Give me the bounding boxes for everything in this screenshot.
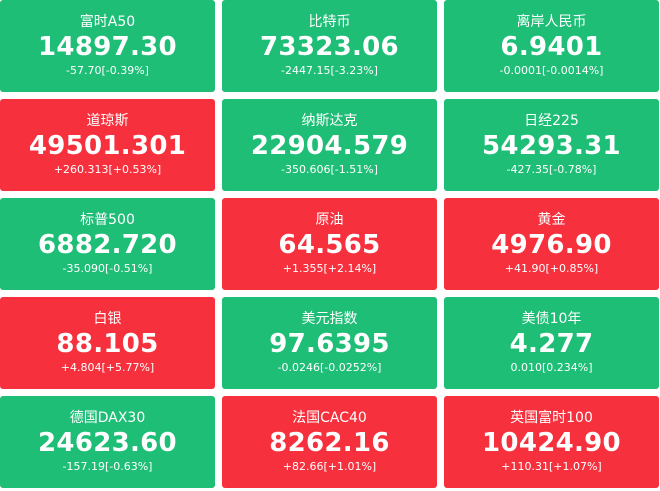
quote-change: -350.606[-1.51%] bbox=[281, 163, 378, 176]
quote-name: 原油 bbox=[315, 212, 344, 228]
quote-name: 美元指数 bbox=[301, 311, 358, 327]
quote-name: 美债10年 bbox=[521, 311, 582, 327]
quote-change: +260.313[+0.53%] bbox=[53, 163, 162, 176]
quote-change: +41.90[+0.85%] bbox=[504, 262, 599, 275]
quote-tile[interactable]: 原油 64.565 +1.355[+2.14%] bbox=[222, 198, 437, 290]
quote-name: 日经225 bbox=[524, 113, 579, 129]
quote-change: -0.0246[-0.0252%] bbox=[277, 361, 382, 374]
quote-value: 64.565 bbox=[278, 230, 381, 260]
quote-value: 22904.579 bbox=[250, 131, 409, 161]
quote-name: 纳斯达克 bbox=[301, 113, 358, 129]
quote-change: -427.35[-0.78%] bbox=[506, 163, 597, 176]
quote-value: 73323.06 bbox=[260, 32, 399, 62]
quote-value: 24623.60 bbox=[38, 428, 177, 458]
quote-name: 道琼斯 bbox=[86, 113, 129, 129]
quote-name: 黄金 bbox=[537, 212, 566, 228]
quote-tile[interactable]: 黄金 4976.90 +41.90[+0.85%] bbox=[444, 198, 659, 290]
quote-tile[interactable]: 富时A50 14897.30 -57.70[-0.39%] bbox=[0, 0, 215, 92]
quote-tile[interactable]: 美债10年 4.277 0.010[0.234%] bbox=[444, 297, 659, 389]
quote-change: -57.70[-0.39%] bbox=[66, 64, 149, 77]
quote-value: 88.105 bbox=[56, 329, 159, 359]
quote-tile[interactable]: 道琼斯 49501.301 +260.313[+0.53%] bbox=[0, 99, 215, 191]
quote-tile[interactable]: 比特币 73323.06 -2447.15[-3.23%] bbox=[222, 0, 437, 92]
quote-tile[interactable]: 标普500 6882.720 -35.090[-0.51%] bbox=[0, 198, 215, 290]
quote-change: -2447.15[-3.23%] bbox=[281, 64, 378, 77]
quote-name: 法国CAC40 bbox=[292, 410, 367, 426]
quote-tile[interactable]: 美元指数 97.6395 -0.0246[-0.0252%] bbox=[222, 297, 437, 389]
quote-change: +1.355[+2.14%] bbox=[282, 262, 377, 275]
quote-tile[interactable]: 白银 88.105 +4.804[+5.77%] bbox=[0, 297, 215, 389]
quote-value: 6882.720 bbox=[38, 230, 177, 260]
quote-change: -0.0001[-0.0014%] bbox=[499, 64, 604, 77]
quote-tile[interactable]: 纳斯达克 22904.579 -350.606[-1.51%] bbox=[222, 99, 437, 191]
quote-name: 标普500 bbox=[80, 212, 135, 228]
quote-tile[interactable]: 离岸人民币 6.9401 -0.0001[-0.0014%] bbox=[444, 0, 659, 92]
quote-tile[interactable]: 英国富时100 10424.90 +110.31[+1.07%] bbox=[444, 396, 659, 488]
quote-change: -35.090[-0.51%] bbox=[62, 262, 153, 275]
quote-change: 0.010[0.234%] bbox=[510, 361, 593, 374]
quote-value: 4976.90 bbox=[491, 230, 612, 260]
quote-value: 8262.16 bbox=[269, 428, 390, 458]
quote-value: 14897.30 bbox=[38, 32, 177, 62]
quote-change: +82.66[+1.01%] bbox=[282, 460, 377, 473]
quote-name: 德国DAX30 bbox=[69, 410, 146, 426]
quote-value: 10424.90 bbox=[482, 428, 621, 458]
quote-name: 离岸人民币 bbox=[516, 14, 587, 30]
quote-name: 富时A50 bbox=[79, 14, 136, 30]
quote-value: 4.277 bbox=[509, 329, 594, 359]
quote-value: 6.9401 bbox=[500, 32, 603, 62]
quote-name: 白银 bbox=[93, 311, 122, 327]
quote-value: 54293.31 bbox=[482, 131, 621, 161]
quote-tile[interactable]: 法国CAC40 8262.16 +82.66[+1.01%] bbox=[222, 396, 437, 488]
quote-value: 49501.301 bbox=[28, 131, 187, 161]
quote-change: -157.19[-0.63%] bbox=[62, 460, 153, 473]
quote-tile[interactable]: 日经225 54293.31 -427.35[-0.78%] bbox=[444, 99, 659, 191]
quote-name: 英国富时100 bbox=[510, 410, 593, 426]
quote-value: 97.6395 bbox=[269, 329, 390, 359]
quote-name: 比特币 bbox=[308, 14, 351, 30]
quote-change: +4.804[+5.77%] bbox=[60, 361, 155, 374]
quote-tile[interactable]: 德国DAX30 24623.60 -157.19[-0.63%] bbox=[0, 396, 215, 488]
quote-change: +110.31[+1.07%] bbox=[501, 460, 602, 473]
